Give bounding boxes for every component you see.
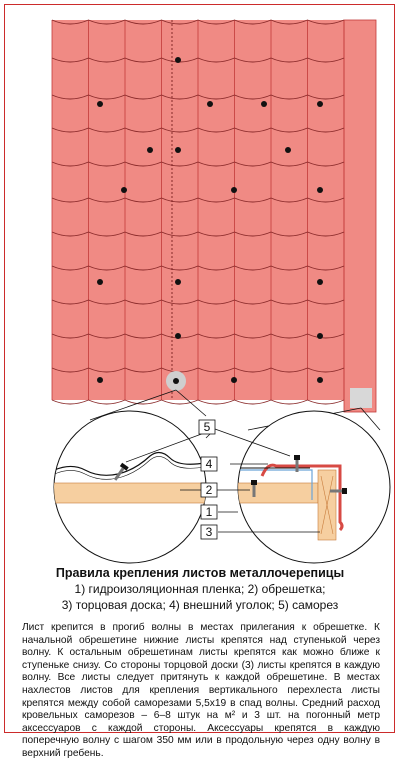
screw-dot	[231, 377, 237, 383]
legend-line-1: 1) гидроизоляционная пленка; 2) обрешетк…	[74, 582, 326, 596]
legend-line-2: 3) торцовая доска; 4) внешний уголок; 5)…	[61, 598, 339, 612]
screw-dot	[175, 333, 181, 339]
batten-left	[54, 482, 206, 504]
legend: 1) гидроизоляционная пленка; 2) обрешетк…	[10, 581, 390, 613]
callout-5: 5	[198, 419, 216, 435]
screw-right-top	[294, 455, 300, 472]
screw-dot	[317, 101, 323, 107]
callout-4: 4	[200, 456, 218, 472]
screw-dot	[97, 279, 103, 285]
roof-sheet	[51, 19, 377, 413]
svg-text:3: 3	[206, 525, 213, 539]
screw-dot	[121, 187, 127, 193]
screw-dot	[147, 147, 153, 153]
screw-dot	[317, 279, 323, 285]
screw-dot	[317, 377, 323, 383]
screw-right-side	[330, 488, 347, 494]
callout-3: 3	[200, 524, 218, 540]
roof-diagram: 5 4 2 1 3	[51, 19, 391, 564]
tile-step	[51, 265, 345, 271]
tile-step	[51, 19, 345, 25]
tile-step	[51, 333, 345, 339]
highlight-right	[350, 388, 372, 408]
tile-step	[51, 94, 345, 100]
tile-step	[51, 399, 345, 405]
batten-right	[238, 482, 319, 504]
screw-dot	[317, 187, 323, 193]
screw-dot	[175, 147, 181, 153]
metal-sheet-profile	[54, 451, 206, 476]
tile-step	[51, 367, 345, 373]
svg-text:5: 5	[204, 420, 211, 434]
screw-right-batten	[251, 480, 257, 497]
outer-corner	[260, 463, 344, 532]
screw-dot	[285, 147, 291, 153]
screw-dot	[97, 377, 103, 383]
callout-2: 2	[200, 482, 218, 498]
tile-step	[51, 127, 345, 133]
detail-right	[237, 410, 391, 564]
end-board-strip	[343, 19, 377, 413]
screw-dot	[261, 101, 267, 107]
screw-dot	[317, 333, 323, 339]
tile-step	[51, 161, 345, 167]
tile-step	[51, 57, 345, 63]
diagram-title: Правила крепления листов металлочерепицы	[55, 566, 345, 580]
svg-text:1: 1	[206, 505, 213, 519]
screw-dot	[97, 101, 103, 107]
screw-dot	[175, 279, 181, 285]
screw-left	[113, 462, 129, 481]
detail-left	[53, 410, 207, 564]
svg-text:4: 4	[206, 457, 213, 471]
svg-text:2: 2	[206, 483, 213, 497]
tile-step	[51, 231, 345, 237]
tile-step	[51, 299, 345, 305]
tile-step	[51, 197, 345, 203]
border-frame	[4, 4, 395, 733]
description-text: Лист крепится в прогиб волны в местах пр…	[22, 622, 380, 759]
callout-1: 1	[200, 504, 218, 520]
screw-dot	[207, 101, 213, 107]
screw-dot	[175, 57, 181, 63]
screw-dot	[231, 187, 237, 193]
